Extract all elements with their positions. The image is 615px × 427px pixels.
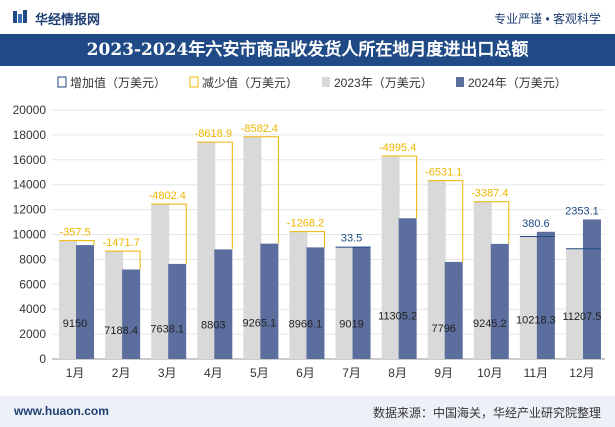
bar-2024: [582, 219, 601, 359]
x-tick-label: 12月: [569, 366, 594, 380]
bar-2024: [260, 243, 279, 359]
y-tick-label: 20000: [13, 103, 47, 117]
legend-swatch-y2024: [456, 77, 464, 87]
bar-2024: [306, 247, 325, 359]
value-label-2024: 9245.2: [473, 318, 507, 330]
bar-2023: [335, 247, 354, 359]
slogan: 专业严谨 • 客观科学: [494, 12, 601, 26]
change-bracket-decrease: [105, 250, 141, 270]
legend-swatch-increase: [57, 76, 67, 88]
bar-chart: 增加值（万美元） 减少值（万美元） 2023年（万美元） 2024年（万美元） 0 200…: [13, 75, 605, 380]
legend-swatch-y2023: [322, 77, 330, 87]
x-tick-label: 1月: [66, 366, 85, 380]
change-bracket-decrease: [197, 141, 233, 250]
y-tick-label: 10000: [13, 228, 47, 242]
value-label-2024: 11207.5: [562, 311, 601, 323]
change-bracket-decrease: [381, 155, 418, 219]
legend-label-decrease: 减少值（万美元）: [202, 75, 298, 90]
change-label: 2353.1: [565, 205, 599, 217]
change-label: -3387.4: [471, 188, 508, 200]
value-label-2024: 9150: [63, 318, 87, 330]
value-label-2024: 9265.1: [243, 318, 277, 330]
legend-label-y2023: 2023年（万美元）: [334, 76, 433, 90]
bar-2024: [168, 263, 187, 359]
legend-swatch-decrease: [189, 76, 199, 88]
change-bracket-decrease: [289, 231, 325, 248]
value-label-2024: 11305.2: [378, 311, 417, 323]
x-tick-label: 6月: [296, 366, 315, 380]
change-label: 33.5: [341, 233, 362, 245]
bar-2023: [151, 204, 170, 359]
legend-label-increase: 增加值（万美元）: [70, 75, 166, 90]
value-label-2024: 7796: [431, 323, 455, 335]
chart-title: 2023-2024年六安市商品收发货人所在地月度进出口总额: [0, 34, 615, 66]
bar-2023: [59, 240, 78, 359]
x-tick-label: 8月: [388, 366, 407, 380]
bar-2024: [122, 269, 141, 359]
value-label-2024: 10218.3: [516, 314, 556, 326]
change-bracket-decrease: [473, 201, 510, 244]
x-tick-label: 7月: [342, 366, 361, 380]
footer: www.huaon.com 数据来源：中国海关，华经产业研究院整理: [0, 396, 615, 427]
change-label: 380.6: [522, 218, 550, 230]
value-label-2024: 7638.1: [150, 323, 184, 335]
website-link[interactable]: www.huaon.com: [14, 404, 109, 418]
y-tick-label: 4000: [19, 302, 46, 316]
change-label: -8582.4: [241, 123, 278, 135]
bar-2024: [352, 246, 371, 359]
bar-2023: [105, 251, 124, 359]
x-tick-label: 10月: [477, 366, 502, 380]
bar-2023: [519, 236, 538, 359]
bar-2024: [536, 231, 555, 359]
legend-label-y2024: 2024年（万美元）: [468, 76, 567, 90]
y-tick-label: 8000: [19, 252, 46, 266]
change-bracket-decrease: [59, 240, 95, 246]
brand-logo-icon: [13, 10, 27, 23]
change-label: -1268.2: [287, 218, 324, 230]
bar-2023: [381, 156, 400, 359]
bar-2023: [243, 136, 262, 359]
y-tick-label: 0: [39, 352, 46, 366]
x-tick-label: 3月: [158, 366, 177, 380]
bar-2023: [289, 231, 308, 359]
value-label-2024: 8966.1: [289, 319, 323, 331]
change-bracket-decrease: [243, 136, 279, 244]
y-tick-label: 6000: [19, 277, 46, 291]
change-label: -4995.4: [379, 142, 416, 154]
bar-2023: [473, 201, 492, 359]
bar-2024: [398, 218, 417, 359]
data-source: 数据来源：中国海关，华经产业研究院整理: [372, 406, 601, 420]
x-tick-label: 11月: [524, 366, 548, 380]
bar-2024: [490, 243, 509, 359]
y-tick-label: 14000: [13, 178, 47, 192]
x-tick-label: 9月: [434, 366, 453, 380]
bar-2023: [427, 180, 446, 359]
change-label: -4802.4: [149, 190, 186, 202]
y-tick-label: 12000: [13, 203, 47, 217]
bar-2023: [197, 142, 216, 359]
change-label: -8618.9: [195, 128, 232, 140]
chart-area: 增加值（万美元） 减少值（万美元） 2023年（万美元） 2024年（万美元） 0 200…: [0, 66, 615, 396]
bar-2024: [76, 245, 95, 359]
bar-2024: [214, 249, 233, 359]
change-bracket-decrease: [427, 180, 464, 262]
x-tick-label: 2月: [112, 366, 131, 380]
value-label-2024: 7188.4: [104, 325, 138, 337]
value-label-2024: 9019: [339, 319, 363, 331]
change-label: -1471.7: [102, 237, 139, 249]
change-bracket-decrease: [151, 203, 187, 264]
top-bar: 华经情报网 专业严谨 • 客观科学: [0, 0, 615, 34]
y-tick-label: 2000: [19, 327, 46, 341]
change-label: -6531.1: [425, 167, 462, 179]
x-tick-label: 5月: [250, 366, 269, 380]
bar-2024: [444, 261, 463, 359]
y-tick-label: 18000: [13, 128, 47, 142]
brand-name: 华经情报网: [35, 12, 101, 27]
value-label-2024: 8803: [201, 319, 225, 331]
y-tick-label: 16000: [13, 153, 47, 167]
bar-2023: [565, 248, 584, 359]
x-tick-label: 4月: [204, 366, 223, 380]
change-label: -357.5: [59, 227, 90, 239]
